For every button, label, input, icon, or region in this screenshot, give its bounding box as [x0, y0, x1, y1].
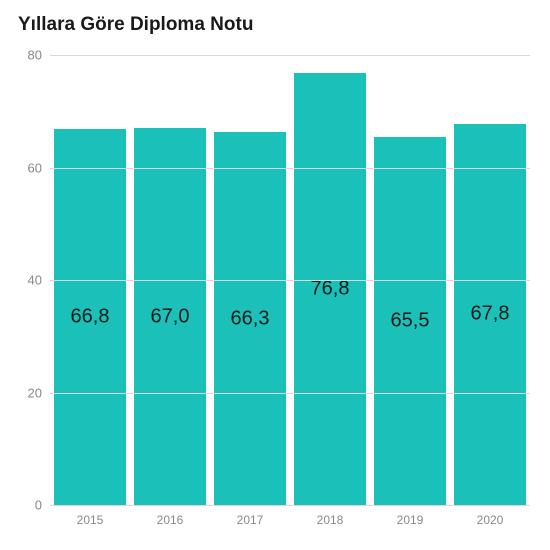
bar: 65,5	[374, 137, 446, 505]
gridline	[50, 168, 530, 169]
bar: 67,0	[134, 128, 206, 505]
x-axis-tick: 2015	[77, 505, 104, 527]
bar: 76,8	[294, 73, 366, 505]
y-axis-tick: 40	[28, 273, 50, 288]
bar-value-label: 66,3	[231, 307, 270, 330]
bar: 66,3	[214, 132, 286, 505]
chart-title: Yıllara Göre Diploma Notu	[18, 14, 253, 36]
gridline	[50, 505, 530, 506]
gridline	[50, 393, 530, 394]
chart-plot-area: 66,8201567,0201666,3201776,8201865,52019…	[50, 55, 530, 505]
gridline	[50, 280, 530, 281]
bar-value-label: 66,8	[71, 306, 110, 329]
x-axis-tick: 2019	[397, 505, 424, 527]
y-axis-tick: 0	[35, 498, 50, 513]
y-axis-tick: 20	[28, 385, 50, 400]
x-axis-tick: 2020	[477, 505, 504, 527]
bar-value-label: 67,0	[151, 305, 190, 328]
y-axis-tick: 60	[28, 160, 50, 175]
x-axis-tick: 2016	[157, 505, 184, 527]
bar: 67,8	[454, 124, 526, 505]
bar-value-label: 65,5	[391, 309, 430, 332]
y-axis-tick: 80	[28, 48, 50, 63]
bar-value-label: 67,8	[471, 303, 510, 326]
bar: 66,8	[54, 129, 126, 505]
x-axis-tick: 2018	[317, 505, 344, 527]
gridline	[50, 55, 530, 56]
x-axis-tick: 2017	[237, 505, 264, 527]
